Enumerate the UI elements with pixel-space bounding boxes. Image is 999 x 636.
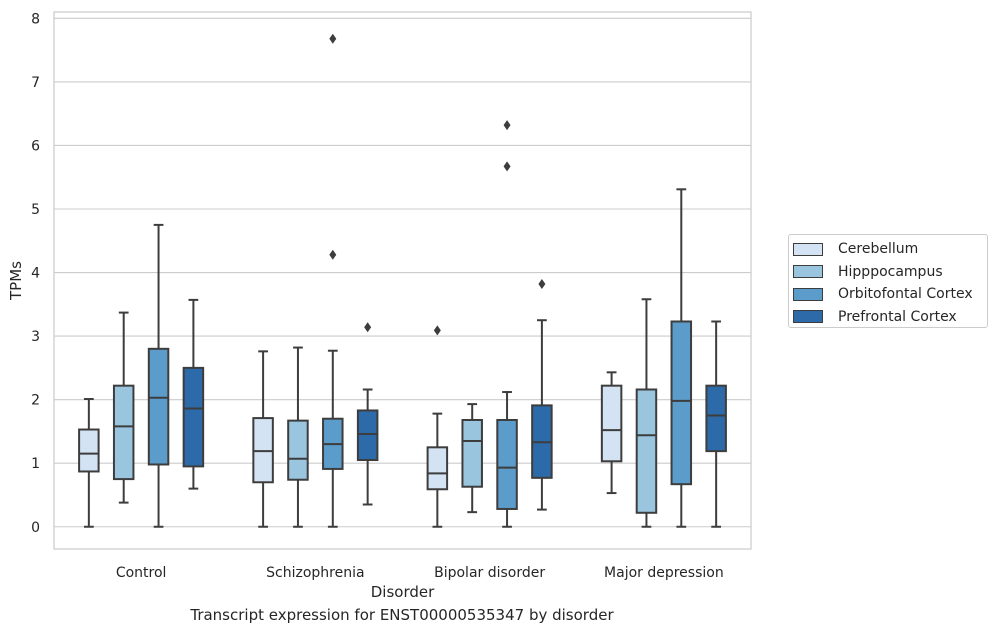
box-iqr [426,446,449,491]
box-prefrontal-cortex [356,322,379,506]
box-iqr [635,388,658,514]
box-iqr [356,409,379,462]
box-hipppocampus [112,311,135,504]
legend-label: Prefrontal Cortex [838,308,957,325]
box-prefrontal-cortex [531,278,553,511]
legend-swatch [793,287,823,301]
box-prefrontal-cortex [705,320,727,528]
legend-item: Hipppocampus [792,261,987,284]
box-hipppocampus [287,346,309,528]
x-tick-label: Schizophrenia [266,565,364,581]
y-tick-label: 5 [31,202,40,218]
box-hipppocampus [635,298,658,528]
box-iqr [112,384,135,481]
box-iqr [705,384,727,453]
box-iqr [600,384,623,463]
legend-item: Prefrontal Cortex [792,306,987,329]
legend-label: Cerebellum [838,241,919,258]
box-cerebellum [426,325,449,528]
legend-swatch [793,310,823,324]
y-tick-label: 4 [31,266,40,282]
legend-item: Orbitofontal Cortex [792,283,987,306]
y-tick-label: 7 [31,75,40,91]
box-cerebellum [252,350,274,528]
legend-label: Hipppocampus [838,263,943,280]
legend-swatch [793,265,823,279]
y-tick-label: 8 [31,11,40,27]
outlier-point [503,120,511,131]
y-tick-label: 3 [31,329,40,345]
legend-item: Cerebellum [792,238,987,261]
box-orbitofontal-cortex [147,223,170,528]
box-iqr [147,347,170,466]
box-iqr [182,366,205,468]
box-iqr [78,428,100,473]
legend-label: Orbitofontal Cortex [838,286,973,303]
outlier-point [329,249,337,260]
x-tick-label: Control [116,565,167,581]
y-tick-label: 6 [31,138,40,154]
outlier-point [538,278,546,289]
outlier-point [364,322,372,333]
boxes [78,33,727,528]
y-tick-labels: 0 1 2 3 4 5 6 7 8 [31,11,40,535]
box-orbitofontal-cortex [670,188,693,528]
x-tick-label: Bipolar disorder [434,565,545,581]
y-axis-label: TPMs [7,261,25,301]
x-axis-label: Disorder [371,583,435,601]
outlier-point [503,161,511,172]
box-orbitofontal-cortex [322,33,344,528]
gridlines [54,17,751,528]
outlier-point [329,33,337,44]
legend-swatch [793,242,823,256]
y-tick-label: 2 [31,393,40,409]
box-cerebellum [600,371,623,495]
box-iqr [287,419,309,481]
chart-caption: Transcript expression for ENST0000053534… [190,606,614,624]
x-tick-label: Major depression [604,565,724,581]
x-tick-labels: Control Schizophrenia Bipolar disorder Majo… [116,565,724,581]
plot-frame [53,11,752,550]
box-iqr [461,418,483,488]
box-cerebellum [78,398,100,528]
box-iqr [670,320,693,486]
outlier-point [433,325,441,336]
box-hipppocampus [461,403,483,514]
y-tick-label: 0 [31,520,40,536]
y-tick-label: 1 [31,456,40,472]
legend: Cerebellum Hipppocampus Orbitofontal Cor… [788,234,988,328]
box-orbitofontal-cortex [496,120,518,528]
box-prefrontal-cortex [182,298,205,490]
box-iqr [496,418,518,510]
